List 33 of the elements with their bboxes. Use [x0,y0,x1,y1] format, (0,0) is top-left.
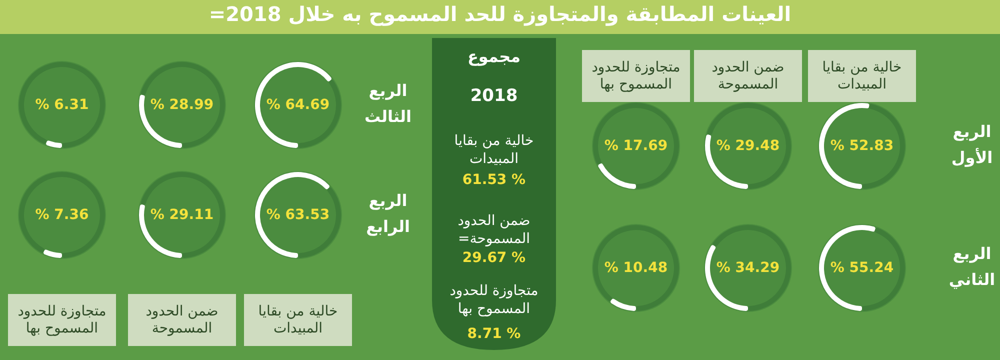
text: خالية من بقايا المبيدات [822,59,902,92]
text: % 10.48 [604,260,668,276]
text: % 8.71 [467,326,521,342]
text: الربع الثاني [948,244,996,290]
text: % 6.31 [35,96,89,113]
text: الربع الثالث [364,81,412,126]
text: متجاوزة للحدود المسموح بها [592,59,680,92]
text: 2018 [470,86,518,106]
donut-slice [255,172,330,258]
text: مجموع [467,47,521,66]
text: % 29.48 [716,138,780,154]
text: % 29.67 [462,250,526,266]
text: % 28.99 [150,96,214,113]
text: ضمن الحدود المسموحة [146,303,218,336]
text: خالية من بقايا المبيدات [454,132,534,167]
text: متجاوزة للحدود المسموح بها [18,303,106,336]
text: % 63.53 [266,206,330,223]
text: % 52.83 [830,138,894,154]
text: % 64.69 [266,96,330,113]
text: % 61.53 [462,172,526,188]
text: الربع الأول [951,122,993,168]
text: % 55.24 [830,260,894,276]
donut-slice [255,62,332,148]
text: % 34.29 [716,260,780,276]
text: % 17.69 [604,138,668,154]
text: % 29.11 [150,206,214,223]
text: % 7.36 [35,206,89,223]
text: ضمن الحدود المسموحة= [458,212,530,247]
text: خالية من بقايا المبيدات [258,303,338,336]
text: العينات المطابقة والمتجاوزة للحد المسموح به خلال 2018= [208,2,792,26]
text: الربع الرابع [366,191,410,236]
text: متجاوزة للحدود المسموح بها [450,282,538,317]
text: ضمن الحدود المسموحة [712,59,784,92]
